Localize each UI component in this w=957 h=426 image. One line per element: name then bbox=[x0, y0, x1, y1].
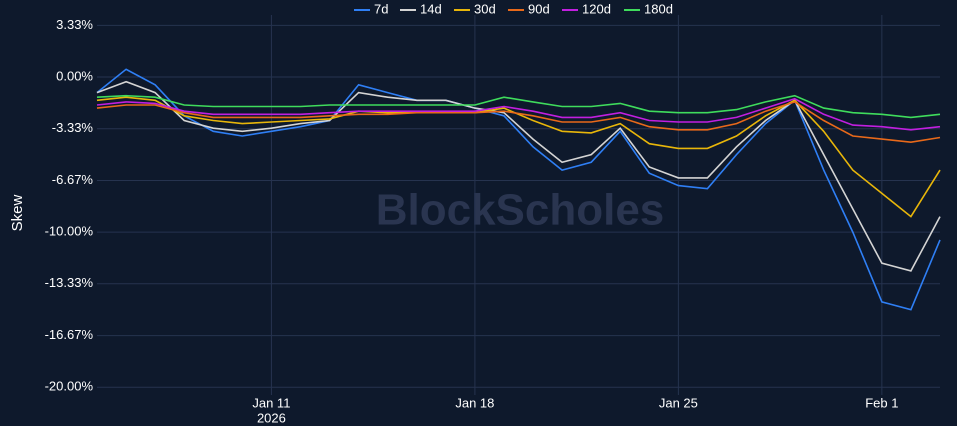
watermark: BlockScholes bbox=[376, 186, 665, 235]
legend-label[interactable]: 90d bbox=[528, 1, 550, 16]
y-tick-label: -3.33% bbox=[52, 120, 94, 135]
x-tick-label: Jan 18 bbox=[455, 395, 494, 410]
y-tick-label: 0.00% bbox=[56, 68, 93, 83]
x-tick-label: Jan 11 bbox=[252, 395, 290, 410]
legend-label[interactable]: 7d bbox=[374, 1, 388, 16]
legend-label[interactable]: 30d bbox=[474, 1, 496, 16]
y-tick-label: -13.33% bbox=[45, 275, 94, 290]
series-line bbox=[96, 94, 941, 119]
y-tick-label: 3.33% bbox=[56, 17, 93, 32]
x-tick-year: 2026 bbox=[257, 410, 286, 425]
y-tick-label: -10.00% bbox=[45, 224, 94, 239]
y-axis-label: Skew bbox=[9, 194, 26, 231]
x-tick-label: Jan 25 bbox=[659, 395, 698, 410]
legend-label[interactable]: 180d bbox=[644, 1, 673, 16]
x-tick-label: Feb 1 bbox=[865, 395, 898, 410]
legend-label[interactable]: 120d bbox=[582, 1, 611, 16]
series-line bbox=[96, 97, 941, 131]
y-tick-label: -6.67% bbox=[52, 172, 94, 187]
series-line bbox=[96, 101, 941, 144]
y-tick-label: -16.67% bbox=[45, 327, 94, 342]
y-tick-label: -20.00% bbox=[45, 379, 94, 394]
series-line bbox=[96, 68, 941, 311]
legend-label[interactable]: 14d bbox=[420, 1, 442, 16]
series-line bbox=[96, 80, 941, 272]
